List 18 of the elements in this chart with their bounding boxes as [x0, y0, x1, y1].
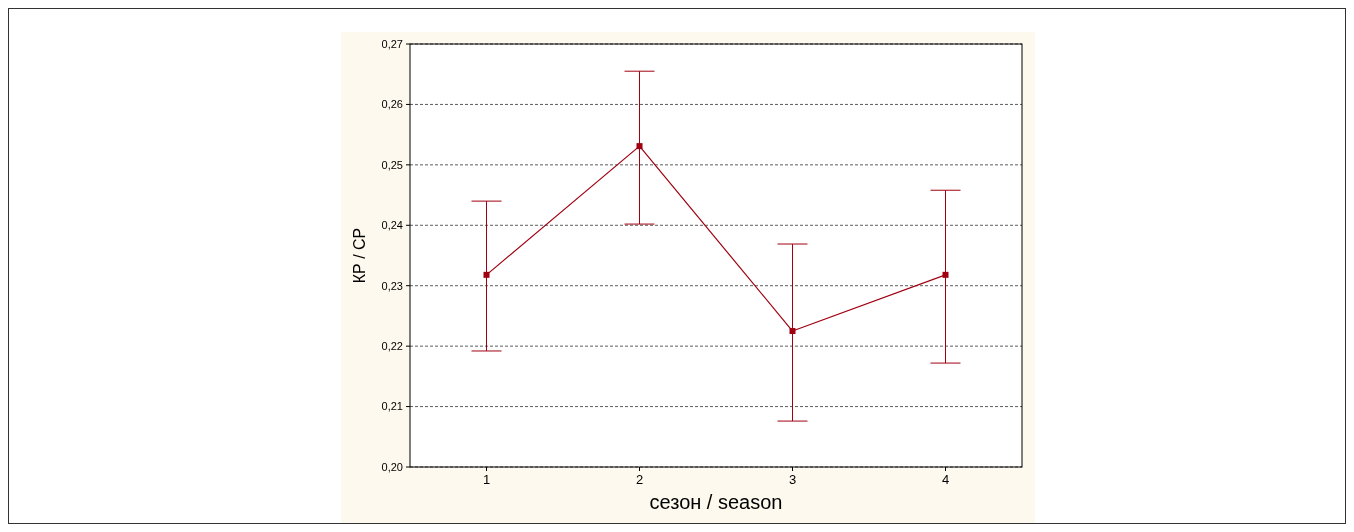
point — [789, 328, 796, 335]
point — [636, 143, 643, 150]
point — [942, 271, 949, 278]
x-tick-label: 3 — [788, 472, 797, 487]
x-tick-label: 2 — [635, 472, 644, 487]
y-axis-title: КР / СР — [351, 227, 368, 284]
y-tick-label: 0,26 — [381, 98, 403, 111]
y-tick-label: 0,22 — [381, 339, 403, 352]
y-tick-label: 0,20 — [381, 460, 403, 473]
point — [483, 271, 490, 278]
y-tick-label: 0,21 — [381, 400, 403, 413]
y-tick-label: 0,27 — [381, 37, 403, 50]
y-tick-label: 0,25 — [381, 158, 403, 171]
x-tick-label: 4 — [941, 472, 950, 487]
y-tick-label: 0,23 — [381, 279, 403, 292]
y-tick-label: 0,24 — [381, 219, 403, 232]
x-tick-label: 1 — [482, 472, 491, 487]
x-axis-title: сезон / season — [649, 491, 783, 513]
